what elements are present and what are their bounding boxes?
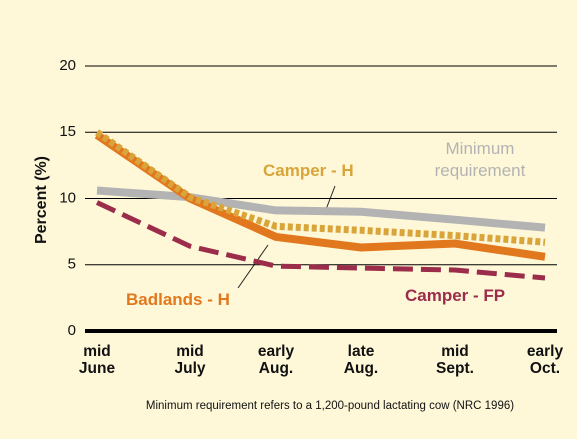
x-tick-label: early	[527, 343, 564, 360]
y-tick-label: 15	[59, 123, 76, 140]
series-label: Minimum requirement	[434, 139, 526, 180]
y-tick-label: 10	[59, 189, 76, 206]
x-tick-label: Aug.	[259, 360, 293, 377]
x-tick-label: July	[174, 360, 205, 377]
x-tick-label: mid	[441, 343, 469, 360]
series-line	[94, 131, 546, 261]
leader-line	[237, 244, 269, 289]
x-tick-label: mid	[83, 343, 111, 360]
x-tick-label: Sept.	[436, 360, 474, 377]
series-line	[96, 186, 546, 232]
x-tick-label: Aug.	[344, 360, 378, 377]
x-tick-label: early	[258, 343, 295, 360]
x-tick-label: Oct.	[530, 360, 560, 377]
x-tick-label: late	[348, 343, 375, 360]
y-tick-label: 0	[68, 322, 76, 339]
series-label: Camper - H	[263, 161, 354, 180]
series-line	[95, 200, 546, 281]
series-label: Camper - FP	[405, 286, 506, 305]
footnote: Minimum requirement refers to a 1,200-po…	[146, 400, 514, 412]
x-tick-label: June	[79, 360, 116, 377]
y-tick-label: 5	[68, 256, 76, 273]
series-label: Badlands - H	[126, 290, 230, 309]
y-axis-label: Percent (%)	[33, 156, 50, 244]
x-tick-label: mid	[176, 343, 204, 360]
y-tick-label: 20	[59, 57, 76, 74]
